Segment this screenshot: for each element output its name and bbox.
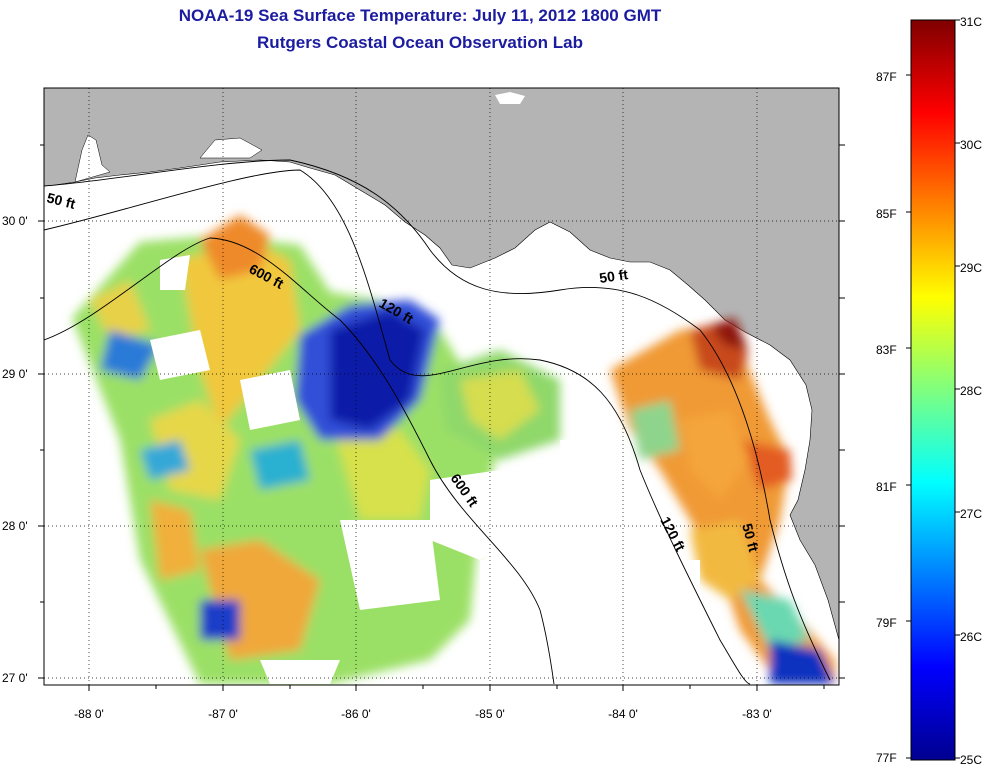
colorbar-celsius-label: 29C [960, 261, 982, 275]
contour-label-50ft-east: 50 ft [598, 266, 629, 286]
colorbar-celsius-label: 31C [960, 15, 982, 29]
map-title: NOAA-19 Sea Surface Temperature: July 11… [178, 6, 662, 25]
map-subtitle: Rutgers Coastal Ocean Observation Lab [257, 33, 583, 52]
cloud-gaps [150, 255, 700, 684]
colorbar-ticks [906, 19, 960, 759]
colorbar-fahrenheit-label: 81F [876, 480, 897, 494]
land-mass [44, 88, 839, 641]
lon-tick-label: -87 0' [208, 707, 238, 721]
contour-120ft [44, 169, 751, 685]
colorbar-celsius-label: 30C [960, 138, 982, 152]
contour-600ft [44, 237, 555, 685]
lon-tick-label: -88 0' [74, 707, 104, 721]
colorbar-fahrenheit-label: 79F [876, 616, 897, 630]
axis-ticks [38, 144, 845, 691]
lat-tick-label: 27 0' [2, 671, 28, 685]
lon-tick-label: -85 0' [475, 707, 505, 721]
bay [74, 134, 111, 183]
lon-tick-label: -84 0' [608, 707, 638, 721]
contour-label-50ft-south: 50 ft [739, 522, 762, 554]
lake [495, 92, 525, 104]
colorbar-fahrenheit-label: 87F [876, 70, 897, 84]
colorbar-celsius-label: 28C [960, 384, 982, 398]
map-plot-area: 50 ft 600 ft 120 ft 50 ft 600 ft 120 ft … [44, 88, 839, 685]
colorbar-celsius-label: 27C [960, 507, 982, 521]
lon-tick-label: -86 0' [341, 707, 371, 721]
lat-tick-label: 28 0' [2, 519, 28, 533]
lat-tick-label: 30 0' [2, 214, 28, 228]
colorbar-fahrenheit-label: 77F [876, 751, 897, 765]
colorbar-fahrenheit-label: 85F [876, 207, 897, 221]
colorbar-celsius-label: 26C [960, 630, 982, 644]
contour-label-50ft: 50 ft [45, 189, 77, 212]
colorbar-fahrenheit-label: 83F [876, 343, 897, 357]
graticule [44, 88, 839, 685]
colorbar-gradient [910, 19, 956, 761]
colorbar: 31C 30C 29C 28C 27C 26C 25C 87F 85F 83F … [876, 15, 982, 767]
colorbar-celsius-label: 25C [960, 753, 982, 767]
bay [199, 137, 263, 159]
map-frame [43, 87, 840, 686]
contour-50ft-west [44, 159, 831, 681]
lat-tick-label: 29 0' [2, 367, 28, 381]
lon-tick-label: -83 0' [742, 707, 772, 721]
bathymetry-contours [44, 159, 831, 685]
